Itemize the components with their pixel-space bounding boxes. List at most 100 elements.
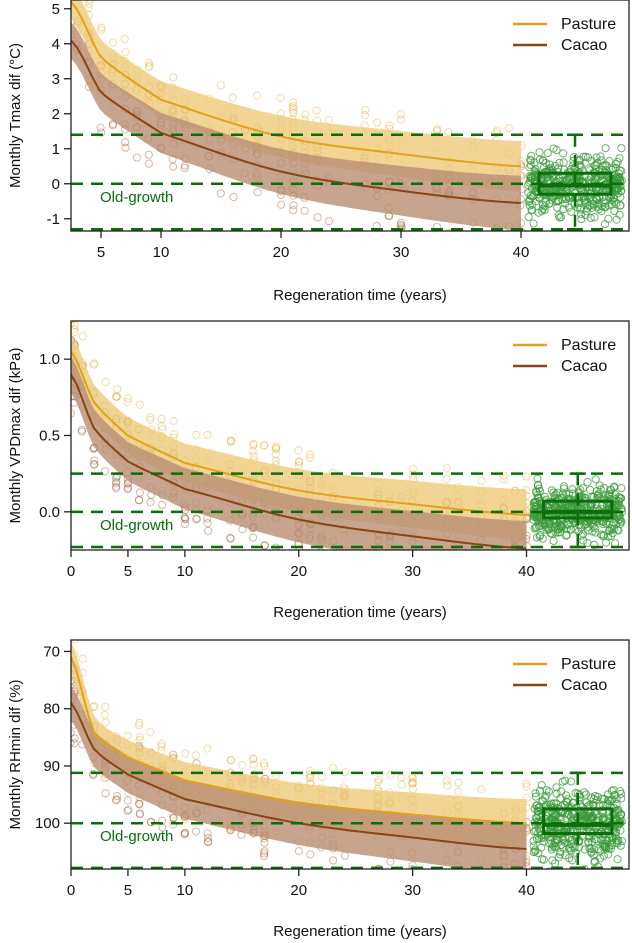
data-point-pasture <box>442 475 451 484</box>
data-point-pasture <box>249 760 258 769</box>
data-point-pasture <box>328 763 337 772</box>
data-point-oldgrowth <box>549 841 558 850</box>
data-point-oldgrowth <box>534 522 544 531</box>
data-point-pasture <box>361 105 370 115</box>
data-point-pasture <box>360 110 369 120</box>
data-point-oldgrowth <box>605 797 614 806</box>
data-point-pasture <box>276 93 285 103</box>
data-point-pasture <box>289 108 298 118</box>
data-point-oldgrowth <box>599 868 600 869</box>
data-point-pasture <box>120 34 129 44</box>
data-point-oldgrowth <box>610 206 619 216</box>
y-tick-label: 5 <box>52 1 60 18</box>
data-point-pasture <box>408 774 417 783</box>
data-point-cacao <box>226 533 235 542</box>
data-point-oldgrowth <box>605 526 614 535</box>
data-point-oldgrowth <box>601 144 610 153</box>
x-tick-label: 30 <box>404 563 421 580</box>
confidence-band-pasture <box>71 334 527 541</box>
data-point-pasture <box>124 394 133 403</box>
data-point-cacao <box>398 552 405 559</box>
data-point-pasture <box>260 761 269 770</box>
data-point-cacao <box>123 484 132 494</box>
data-point-oldgrowth <box>567 207 576 216</box>
data-point-cacao <box>121 138 130 147</box>
data-point-pasture <box>477 476 486 485</box>
data-point-pasture <box>146 415 155 425</box>
data-point-cacao <box>300 206 309 215</box>
data-point-cacao <box>454 553 461 560</box>
data-point-pasture <box>249 755 258 764</box>
data-point-cacao <box>444 874 451 881</box>
data-point-pasture <box>504 124 513 133</box>
data-point-cacao <box>454 876 461 883</box>
data-point-cacao <box>512 584 519 591</box>
data-point-cacao <box>112 791 122 801</box>
data-point-cacao <box>375 566 382 573</box>
data-point-pasture <box>374 775 383 784</box>
data-point-oldgrowth <box>529 836 538 846</box>
data-point-oldgrowth <box>576 485 585 494</box>
data-point-pasture <box>312 106 321 115</box>
data-point-pasture <box>108 38 118 47</box>
data-point-oldgrowth <box>537 781 546 790</box>
data-point-pasture <box>397 780 406 789</box>
data-point-oldgrowth <box>613 836 622 845</box>
data-point-oldgrowth <box>616 181 625 190</box>
data-point-pasture <box>271 444 281 453</box>
data-point-oldgrowth <box>552 521 561 530</box>
data-point-oldgrowth <box>597 156 606 165</box>
data-point-cacao <box>289 201 298 210</box>
data-point-pasture <box>135 718 144 727</box>
legend-label-cacao: Cacao <box>561 37 607 54</box>
data-point-oldgrowth <box>534 849 543 858</box>
data-point-oldgrowth <box>593 202 602 211</box>
data-point-cacao <box>340 851 349 860</box>
data-point-oldgrowth <box>558 489 568 498</box>
data-point-cacao <box>396 218 406 227</box>
data-point-oldgrowth <box>530 158 539 167</box>
data-point-cacao <box>112 477 121 486</box>
data-point-cacao <box>169 814 178 823</box>
confidence-band-pasture <box>71 0 521 192</box>
data-point-oldgrowth <box>613 839 622 848</box>
data-point-pasture <box>271 449 280 459</box>
data-point-oldgrowth <box>614 174 624 183</box>
data-point-oldgrowth <box>615 154 624 163</box>
data-point-oldgrowth <box>596 152 605 161</box>
data-point-oldgrowth <box>539 156 548 165</box>
data-point-oldgrowth <box>562 797 571 806</box>
x-tick-label: 30 <box>393 244 410 261</box>
data-point-oldgrowth <box>617 484 626 493</box>
data-point-cacao <box>203 829 212 838</box>
data-point-cacao <box>111 482 121 491</box>
data-point-cacao <box>169 813 178 822</box>
y-tick-label: 0 <box>52 176 60 193</box>
data-point-pasture <box>123 731 132 740</box>
data-point-oldgrowth <box>547 486 556 495</box>
data-point-cacao <box>454 876 461 883</box>
data-point-oldgrowth <box>551 838 560 848</box>
data-point-pasture <box>157 739 166 748</box>
data-point-oldgrowth <box>534 208 543 217</box>
y-tick-label: 70 <box>43 643 60 660</box>
plot-frame <box>70 639 630 870</box>
data-point-pasture <box>226 437 236 447</box>
data-point-pasture <box>97 25 106 34</box>
data-point-cacao <box>124 805 133 814</box>
data-point-pasture <box>294 461 303 470</box>
data-point-pasture <box>499 471 508 480</box>
data-point-oldgrowth <box>576 210 586 219</box>
data-point-cacao <box>374 565 381 572</box>
data-point-cacao <box>494 233 501 240</box>
y-tick-label: 80 <box>43 701 60 718</box>
data-point-pasture <box>101 377 110 387</box>
y-tick-label: 90 <box>43 758 60 775</box>
y-tick-label: 2 <box>52 106 60 123</box>
data-point-pasture <box>85 0 94 4</box>
data-point-cacao <box>134 496 143 505</box>
data-point-cacao <box>71 739 79 748</box>
data-point-oldgrowth <box>590 845 599 854</box>
data-point-oldgrowth <box>617 144 626 153</box>
data-point-cacao <box>477 562 484 569</box>
